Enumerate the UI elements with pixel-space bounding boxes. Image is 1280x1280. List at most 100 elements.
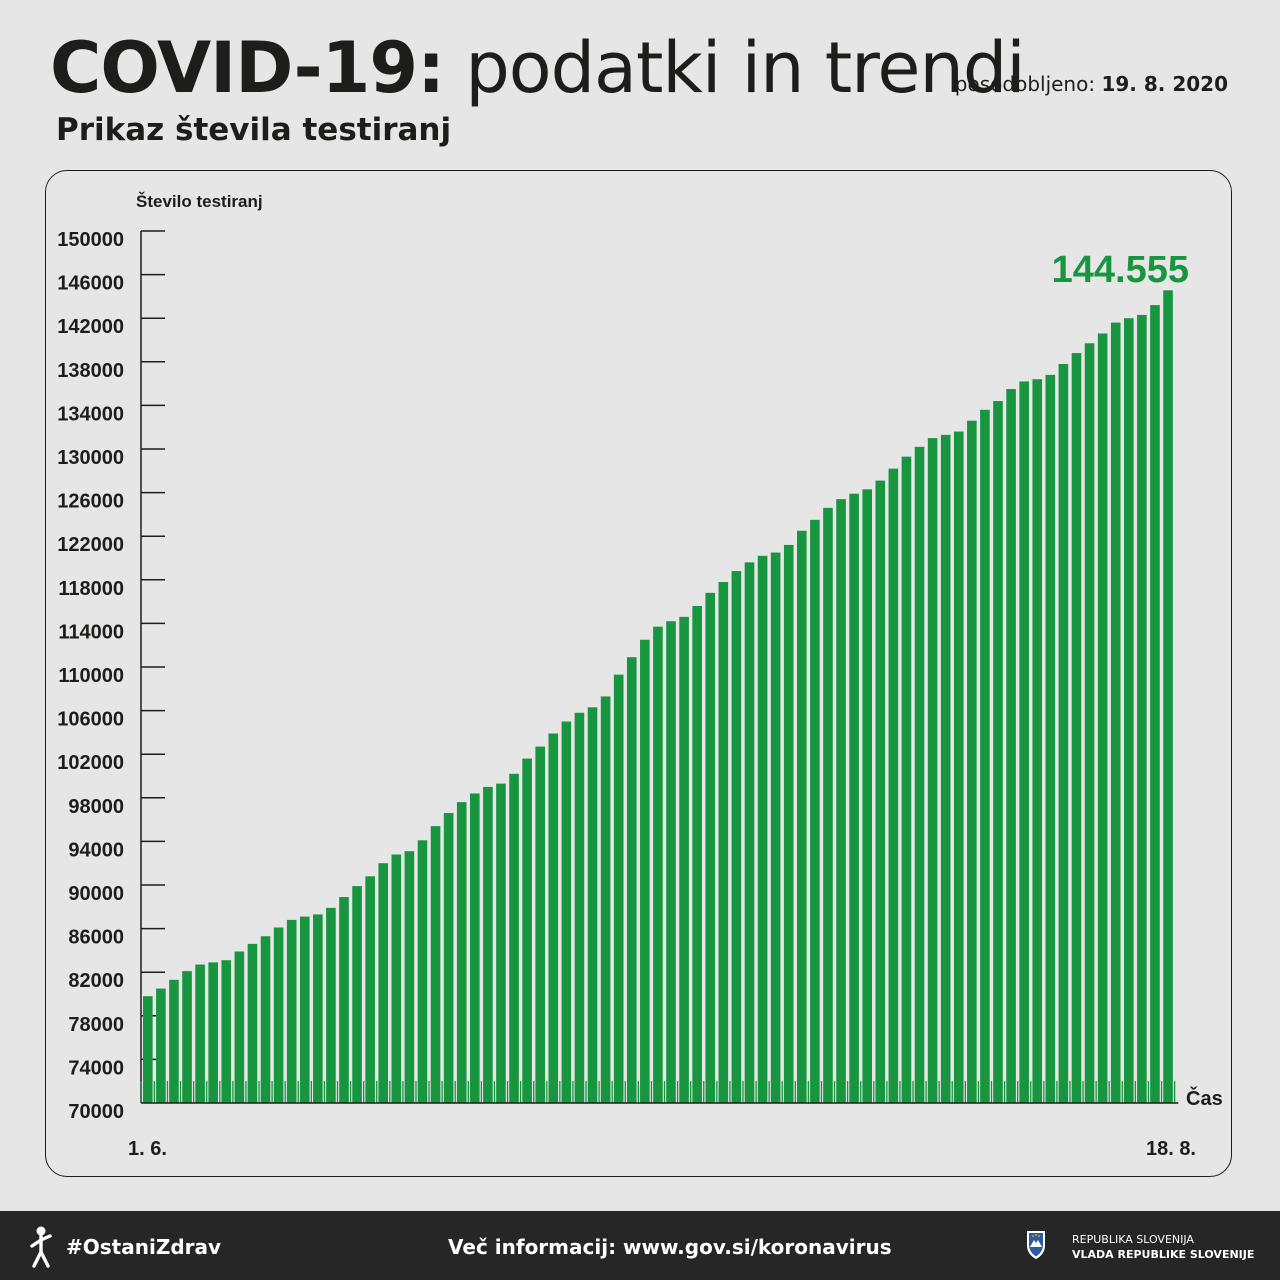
- y-tick-label: 138000: [57, 360, 124, 382]
- bar: [1045, 374, 1056, 1103]
- bar: [967, 420, 977, 1103]
- more-info-text: Več informacij: www.gov.si/koronavirus: [448, 1235, 892, 1259]
- bar: [182, 971, 192, 1103]
- bar: [430, 826, 441, 1103]
- bar: [783, 544, 794, 1103]
- bar: [849, 493, 859, 1103]
- y-tick-label: 118000: [58, 578, 124, 600]
- bar: [365, 876, 375, 1103]
- bar: [692, 605, 702, 1103]
- bar: [797, 530, 807, 1103]
- bar: [561, 721, 572, 1103]
- bar: [326, 907, 336, 1103]
- bar-chart: Število testiranj 70000 74000 78000 82000 860…: [57, 192, 1223, 1160]
- bar: [953, 431, 964, 1103]
- hashtag-text: #OstaniZdrav: [66, 1235, 222, 1259]
- bar: [156, 988, 166, 1103]
- footer-bar: #OstaniZdrav Več informacij: www.gov.si/…: [0, 1211, 1280, 1280]
- bar: [391, 854, 402, 1103]
- title-light: podatki in trendi: [465, 27, 1025, 109]
- y-tick-label: 150000: [57, 229, 124, 251]
- bar: [247, 943, 258, 1103]
- bar: [836, 499, 846, 1103]
- bar: [273, 927, 284, 1103]
- bar: [613, 674, 624, 1103]
- y-tick-label: 102000: [57, 752, 124, 774]
- bar: [143, 996, 153, 1103]
- bar: [1110, 322, 1121, 1103]
- bar: [509, 773, 519, 1103]
- bar: [574, 712, 585, 1103]
- y-tick-label: 70000: [68, 1101, 124, 1123]
- bar: [470, 793, 480, 1103]
- government-line-1: REPUBLIKA SLOVENIJA: [1072, 1233, 1194, 1246]
- chart-panel: Število testiranj 70000 74000 78000 82000 860…: [45, 170, 1232, 1177]
- bar: [757, 555, 768, 1103]
- bar: [1019, 381, 1029, 1103]
- y-tick-label: 78000: [68, 1014, 124, 1036]
- bar: [1150, 305, 1160, 1103]
- bar: [299, 916, 310, 1103]
- bar: [208, 962, 218, 1103]
- person-figure-icon: [30, 1226, 52, 1268]
- y-tick-label: 74000: [68, 1057, 124, 1079]
- bar: [1097, 333, 1108, 1103]
- bar: [993, 401, 1003, 1103]
- bar: [404, 851, 415, 1103]
- x-start-label: 1. 6.: [128, 1138, 167, 1160]
- page-title: COVID-19: podatki in trendi: [50, 22, 1026, 114]
- bar: [640, 639, 650, 1103]
- y-tick-label: 126000: [57, 491, 124, 513]
- bar: [888, 468, 899, 1103]
- y-tick-label: 134000: [57, 403, 124, 425]
- y-axis-label: Število testiranj: [136, 192, 263, 211]
- bar: [378, 863, 389, 1103]
- bar: [770, 552, 781, 1103]
- bar: [875, 480, 886, 1103]
- bar: [927, 438, 938, 1104]
- bar: [169, 979, 179, 1103]
- highlight-total-label: 144.555: [1052, 249, 1189, 291]
- updated-label: posodobljeno:: [954, 72, 1096, 96]
- y-tick-label: 130000: [57, 447, 124, 469]
- bar: [313, 914, 323, 1103]
- bar: [221, 960, 232, 1103]
- coat-of-arms-icon: [1027, 1231, 1045, 1259]
- bar: [679, 616, 689, 1103]
- x-axis-label: Čas: [1186, 1086, 1223, 1110]
- bar: [260, 936, 271, 1103]
- y-tick-label: 106000: [57, 709, 124, 731]
- bar: [862, 489, 872, 1104]
- bar: [483, 786, 493, 1103]
- y-tick-label: 94000: [68, 839, 124, 861]
- bar: [548, 733, 559, 1103]
- bar: [1124, 318, 1134, 1103]
- bar: [1071, 353, 1082, 1103]
- bar: [653, 626, 663, 1103]
- y-tick-label: 114000: [58, 621, 124, 643]
- bar: [600, 696, 611, 1103]
- y-tick-label: 82000: [68, 970, 124, 992]
- bar: [456, 802, 467, 1103]
- bar: [587, 707, 598, 1103]
- bar: [901, 456, 912, 1103]
- bar: [823, 507, 833, 1103]
- y-tick-label: 122000: [57, 534, 124, 556]
- title-bold: COVID-19:: [50, 27, 445, 109]
- bar: [705, 592, 716, 1103]
- bar: [1058, 363, 1069, 1103]
- bar: [522, 758, 532, 1103]
- bar: [1032, 379, 1043, 1103]
- bar: [417, 840, 428, 1103]
- bar: [626, 657, 637, 1103]
- bar: [339, 896, 349, 1103]
- bar: [731, 571, 742, 1103]
- bar: [1137, 314, 1147, 1103]
- updated-info: posodobljeno: 19. 8. 2020: [955, 72, 1228, 96]
- bar: [1006, 389, 1016, 1103]
- bar: [666, 621, 676, 1103]
- x-end-label: 18. 8.: [1146, 1138, 1196, 1160]
- chart-subtitle: Prikaz števila testiranj: [56, 112, 452, 148]
- bar: [234, 951, 245, 1103]
- y-tick-label: 110000: [58, 665, 124, 687]
